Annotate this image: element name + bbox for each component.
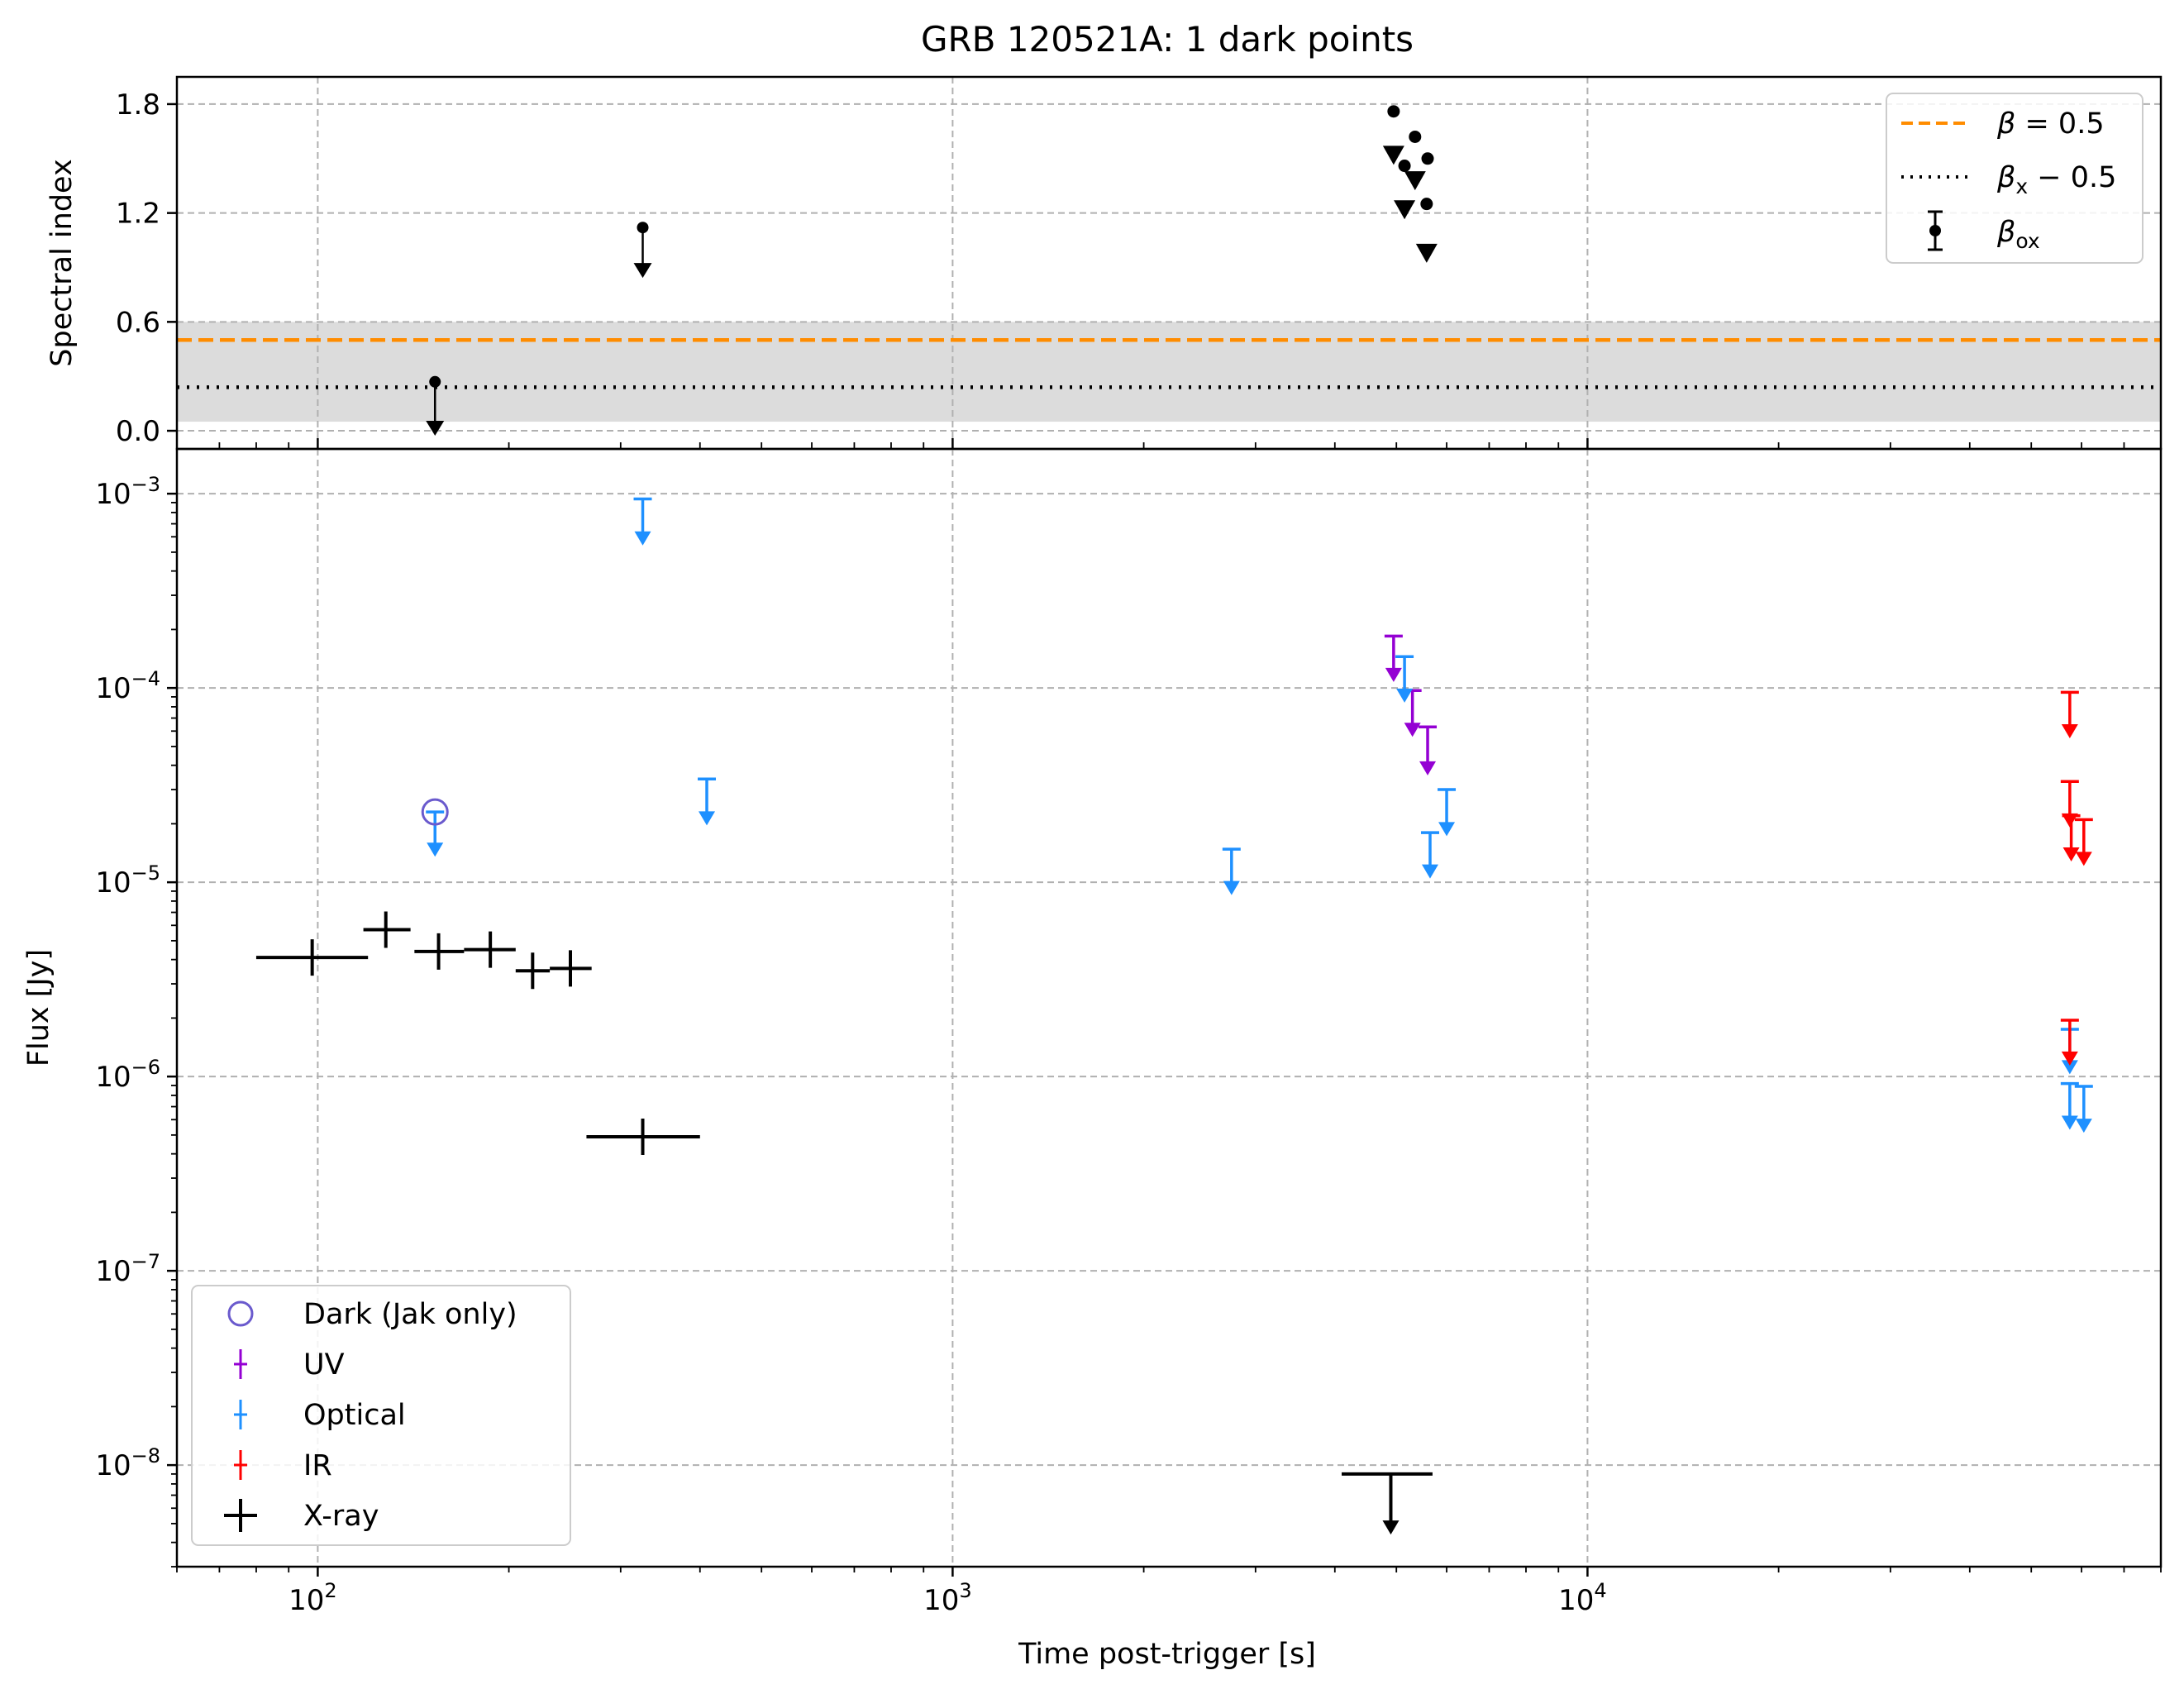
x-axis-label: Time post-trigger [s]	[1018, 1638, 1316, 1671]
uv-upper-limit-arrowhead	[1404, 723, 1421, 737]
beta-ox-point	[1421, 152, 1434, 165]
beta-ox-point	[1409, 130, 1422, 143]
legend-label-optical: Optical	[303, 1399, 406, 1432]
shaded-band-rect	[177, 322, 2161, 422]
legend-swatch-beta-ox	[1928, 210, 1943, 251]
top-y-tick-label: 0.0	[116, 415, 160, 448]
flux-y-tick-label: 10−3	[95, 473, 160, 511]
legend-swatch-xray	[224, 1499, 257, 1532]
top-y-axis-label: Spectral index	[45, 159, 79, 366]
flux-y-tick-label: 10−4	[95, 667, 160, 705]
legend-swatch-dark	[227, 1300, 254, 1327]
flux-legend: Dark (Jak only) UV Optical IR X-ray	[191, 1285, 571, 1546]
reference-lines	[177, 338, 2161, 389]
dark-point-marker	[421, 798, 449, 826]
flux-panel-frame	[175, 447, 2163, 1568]
flux-y-tick-label: 10−7	[95, 1250, 160, 1288]
legend-label-ir: IR	[303, 1449, 332, 1482]
top-legend-frame	[1886, 93, 2143, 264]
top-legend: β = 0.5 βx − 0.5 βox	[1886, 93, 2143, 264]
beta-ox-upper-limit-marker	[1404, 171, 1426, 191]
beta-ox-upper-limit-marker	[1415, 243, 1438, 263]
x-tick-label: 104	[1558, 1579, 1607, 1617]
beta-ox-point	[637, 222, 649, 234]
legend-swatch-optical	[234, 1400, 247, 1429]
legend-label-beta-ox: βox	[1996, 216, 2040, 253]
beta-ox-arrowhead	[426, 421, 445, 437]
chart-title: GRB 120521A: 1 dark points	[921, 19, 1414, 60]
beta-ox-upper-limit-marker	[1394, 200, 1416, 220]
x-tick-label: 103	[923, 1579, 972, 1617]
top-y-tick-label: 1.8	[116, 88, 160, 122]
legend-label-dark: Dark (Jak only)	[303, 1298, 517, 1331]
legend-swatch-ir	[234, 1450, 247, 1480]
optical-upper-limit-arrowhead	[1421, 864, 1438, 879]
legend-label-beta-x: βx − 0.5	[1996, 161, 2116, 198]
beta-ox-point	[429, 375, 441, 388]
beta-ox-upper-limit-marker	[1382, 146, 1404, 165]
ir-upper-limit-arrowhead	[2061, 723, 2078, 738]
legend-swatch-uv	[234, 1349, 247, 1379]
top-y-axis: 0.0 0.6 1.2 1.8	[116, 88, 177, 448]
flux-y-tick-label: 10−5	[95, 861, 160, 899]
ir-upper-limit-arrowhead	[2061, 1051, 2078, 1066]
uv-upper-limit-arrowhead	[1419, 761, 1437, 775]
ir-upper-limit-arrowhead	[2062, 847, 2080, 862]
optical-upper-limit-arrowhead	[2075, 1119, 2092, 1133]
beta-ox-point	[1398, 160, 1411, 173]
shaded-band	[177, 322, 2161, 422]
optical-upper-limit-arrowhead	[427, 842, 444, 857]
optical-upper-limit-arrowhead	[2061, 1115, 2078, 1130]
beta-ox-point	[1420, 198, 1433, 211]
xray-upper-limit-arrowhead	[1382, 1520, 1400, 1535]
optical-upper-limit-arrowhead	[699, 811, 716, 826]
optical-upper-limit-arrowhead	[1396, 688, 1414, 703]
flux-y-axis: 10−8 10−7 10−6 10−5 10−4 10−3	[95, 473, 177, 1568]
x-axis: 102 103 104	[176, 438, 2162, 1617]
flux-y-axis-label: Flux [Jy]	[22, 949, 55, 1067]
optical-upper-limit-arrowhead	[2061, 1060, 2078, 1075]
x-tick-label: 102	[288, 1579, 337, 1617]
legend-label-xray: X-ray	[303, 1500, 379, 1533]
flux-legend-frame	[191, 1285, 571, 1546]
beta-ox-point	[1387, 105, 1400, 118]
legend-label-beta-0.5: β = 0.5	[1996, 107, 2105, 141]
spectral-index-series	[426, 105, 1438, 437]
optical-upper-limit-arrowhead	[634, 531, 651, 546]
flux-series	[255, 497, 2093, 1535]
flux-panel-grid	[177, 449, 2161, 1567]
ir-upper-limit-arrowhead	[2075, 852, 2092, 866]
top-panel-grid	[177, 77, 2161, 449]
flux-y-tick-label: 10−6	[95, 1056, 160, 1094]
optical-upper-limit-arrowhead	[1438, 822, 1456, 837]
beta-ox-arrowhead	[633, 263, 652, 279]
legend-label-uv: UV	[303, 1348, 345, 1381]
uv-upper-limit-arrowhead	[1385, 667, 1402, 682]
optical-upper-limit-arrowhead	[1223, 880, 1240, 895]
top-y-tick-label: 0.6	[116, 306, 160, 339]
top-y-tick-label: 1.2	[116, 198, 160, 231]
flux-y-tick-label: 10−8	[95, 1444, 160, 1482]
